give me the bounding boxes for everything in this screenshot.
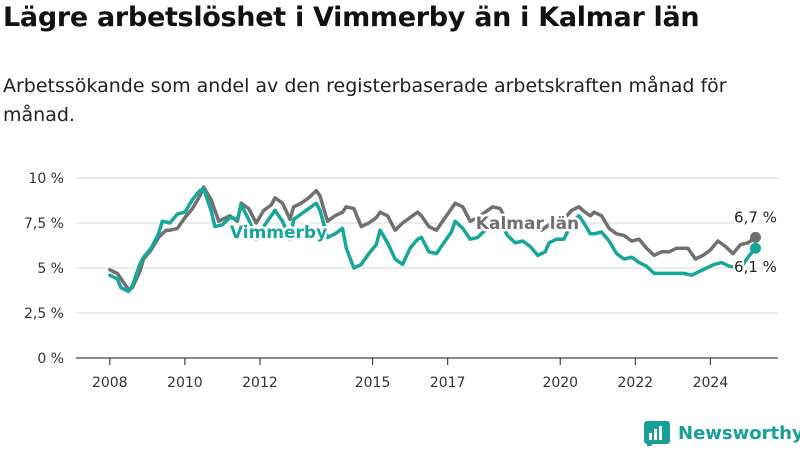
y-tick-label: 5 % xyxy=(37,261,64,277)
y-tick-label: 7,5 % xyxy=(24,216,64,232)
chart-title: Lägre arbetslöshet i Vimmerby än i Kalma… xyxy=(3,2,700,33)
x-tick-label: 2020 xyxy=(542,375,578,391)
x-tick-label: 2022 xyxy=(618,375,654,391)
x-tick-label: 2017 xyxy=(430,375,466,391)
x-tick-label: 2010 xyxy=(167,375,203,391)
y-tick-label: 0 % xyxy=(37,351,64,367)
series-label-vimmerby: Vimmerby xyxy=(230,223,327,243)
series-endpoint-kalmar-l-n xyxy=(749,231,761,243)
x-tick-label: 2012 xyxy=(242,375,278,391)
x-tick-label: 2015 xyxy=(355,375,391,391)
series-label-kalmar-l-n: Kalmar län xyxy=(476,214,579,234)
series-line-kalmar-l-n xyxy=(108,185,758,292)
newsworthy-logo-icon xyxy=(644,421,670,446)
newsworthy-brand: Newsworthy xyxy=(644,420,800,446)
x-tick-label: 2008 xyxy=(92,375,128,391)
series-line-vimmerby xyxy=(108,187,758,294)
x-tick-label: 2024 xyxy=(693,375,729,391)
end-value-kalmar-lan: 6,7 % xyxy=(734,208,777,226)
y-tick-label: 10 % xyxy=(28,171,64,187)
end-value-vimmerby: 6,1 % xyxy=(734,258,777,276)
y-tick-label: 2,5 % xyxy=(24,306,64,322)
brand-name: Newsworthy xyxy=(678,422,800,444)
series-endpoint-vimmerby xyxy=(749,242,761,254)
chart-subtitle: Arbetssökande som andel av den registerb… xyxy=(3,75,727,126)
